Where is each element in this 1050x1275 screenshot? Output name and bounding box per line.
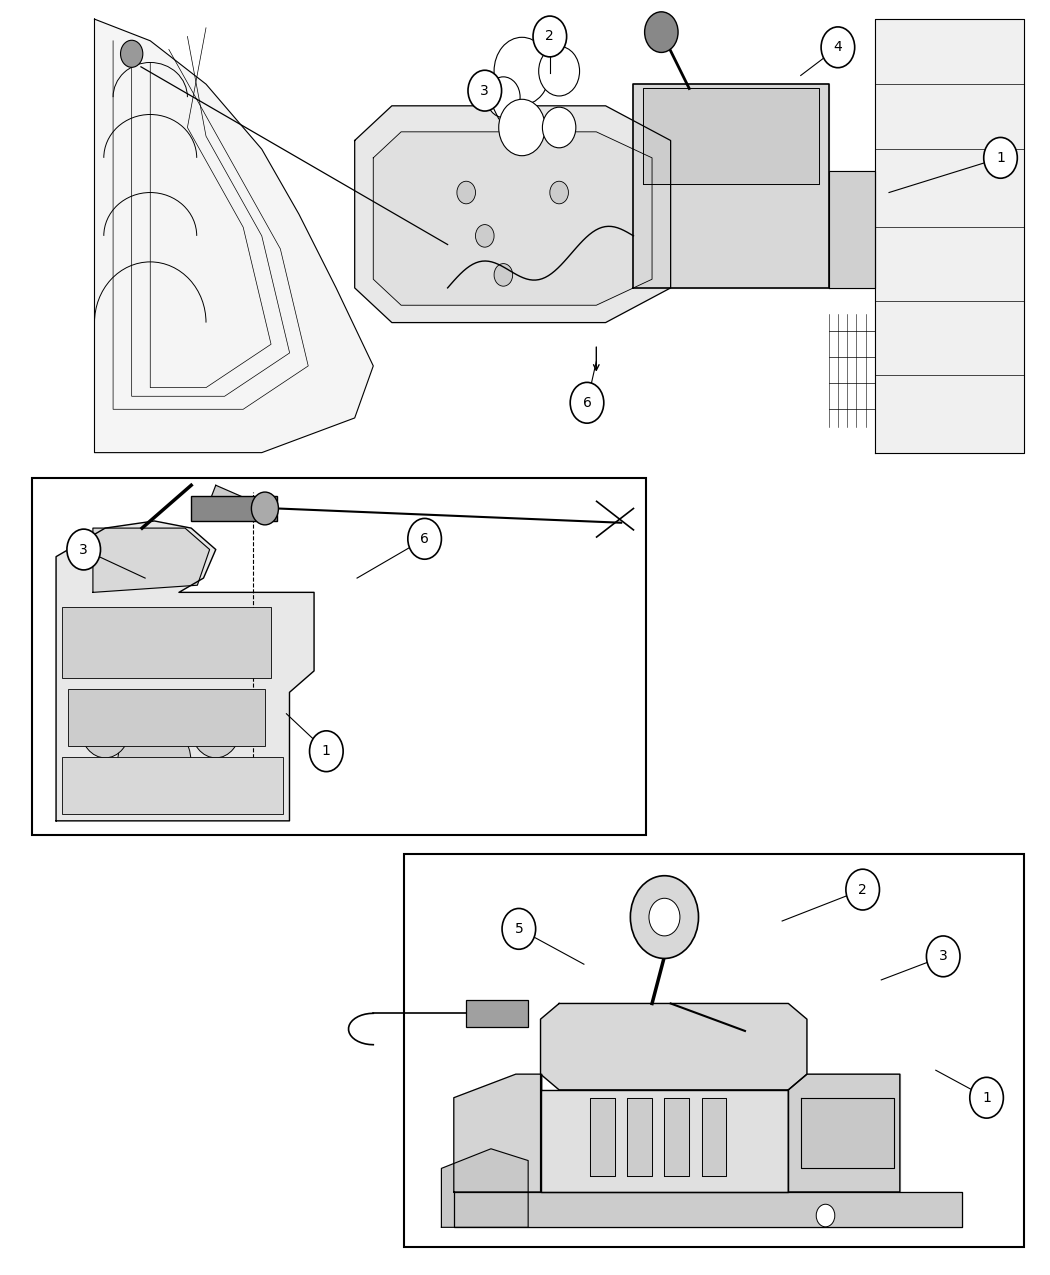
Circle shape bbox=[310, 731, 343, 771]
Circle shape bbox=[118, 719, 191, 808]
Circle shape bbox=[495, 264, 512, 286]
Polygon shape bbox=[374, 131, 652, 305]
Polygon shape bbox=[633, 84, 828, 288]
Polygon shape bbox=[204, 486, 265, 518]
Text: 2: 2 bbox=[545, 29, 554, 43]
Polygon shape bbox=[355, 106, 671, 323]
Circle shape bbox=[539, 46, 580, 96]
FancyBboxPatch shape bbox=[466, 1000, 528, 1028]
Circle shape bbox=[468, 70, 502, 111]
Circle shape bbox=[816, 1205, 835, 1227]
Circle shape bbox=[486, 76, 520, 117]
Circle shape bbox=[926, 936, 960, 977]
Polygon shape bbox=[541, 1074, 789, 1192]
Polygon shape bbox=[94, 19, 374, 453]
FancyBboxPatch shape bbox=[68, 688, 265, 746]
FancyBboxPatch shape bbox=[191, 496, 277, 521]
Circle shape bbox=[495, 37, 550, 105]
Polygon shape bbox=[454, 1192, 962, 1228]
Polygon shape bbox=[828, 171, 875, 288]
Text: 3: 3 bbox=[80, 543, 88, 556]
Text: 1: 1 bbox=[322, 745, 331, 759]
Circle shape bbox=[984, 138, 1017, 178]
Circle shape bbox=[533, 17, 567, 57]
Polygon shape bbox=[875, 19, 1024, 453]
Circle shape bbox=[499, 99, 545, 156]
Polygon shape bbox=[665, 1098, 689, 1177]
Text: 6: 6 bbox=[583, 395, 591, 409]
Polygon shape bbox=[627, 1098, 652, 1177]
Circle shape bbox=[543, 107, 575, 148]
Polygon shape bbox=[454, 1074, 541, 1192]
Circle shape bbox=[67, 529, 101, 570]
Polygon shape bbox=[92, 528, 210, 593]
Polygon shape bbox=[801, 1098, 894, 1168]
Circle shape bbox=[121, 41, 143, 68]
Polygon shape bbox=[56, 521, 314, 821]
Circle shape bbox=[649, 899, 680, 936]
Polygon shape bbox=[701, 1098, 727, 1177]
Circle shape bbox=[251, 492, 278, 525]
FancyBboxPatch shape bbox=[404, 854, 1024, 1247]
Text: 4: 4 bbox=[834, 41, 842, 55]
FancyBboxPatch shape bbox=[62, 756, 284, 813]
Text: 3: 3 bbox=[939, 950, 947, 964]
Polygon shape bbox=[541, 1003, 806, 1090]
Circle shape bbox=[645, 11, 678, 52]
FancyBboxPatch shape bbox=[32, 478, 646, 835]
Text: 2: 2 bbox=[858, 882, 867, 896]
Circle shape bbox=[81, 699, 130, 757]
Circle shape bbox=[407, 519, 441, 560]
Polygon shape bbox=[441, 1149, 528, 1228]
Text: 1: 1 bbox=[982, 1090, 991, 1104]
Circle shape bbox=[550, 181, 568, 204]
Circle shape bbox=[630, 876, 698, 959]
FancyBboxPatch shape bbox=[62, 607, 271, 678]
Circle shape bbox=[821, 27, 855, 68]
Circle shape bbox=[457, 181, 476, 204]
Text: 3: 3 bbox=[481, 84, 489, 98]
Text: 6: 6 bbox=[420, 532, 429, 546]
Circle shape bbox=[476, 224, 495, 247]
Polygon shape bbox=[789, 1074, 900, 1192]
Circle shape bbox=[846, 870, 880, 910]
Text: 1: 1 bbox=[996, 150, 1005, 164]
Polygon shape bbox=[590, 1098, 615, 1177]
Circle shape bbox=[970, 1077, 1004, 1118]
Text: 5: 5 bbox=[514, 922, 523, 936]
Circle shape bbox=[570, 382, 604, 423]
Circle shape bbox=[502, 909, 536, 950]
Circle shape bbox=[191, 699, 240, 757]
Polygon shape bbox=[643, 88, 819, 184]
